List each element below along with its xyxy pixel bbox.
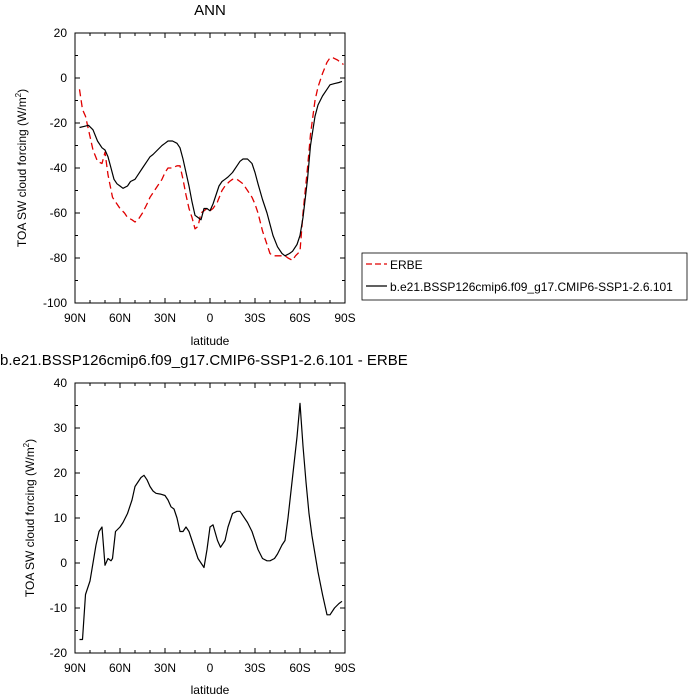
top-x-tick-label: 90N <box>64 311 86 325</box>
bottom-chart: b.e21.BSSP126cmip6.f09_g17.CMIP6-SSP1-2.… <box>0 352 408 697</box>
bottom-x-tick-label: 30N <box>154 661 176 675</box>
top-chart-y-label: TOA SW cloud forcing (W/m2) <box>14 89 29 247</box>
bottom-y-tick-label: 20 <box>54 466 68 480</box>
top-y-tick-label: -80 <box>50 251 68 265</box>
top-chart-y-ticks: -100 -80 -60 -40 -20 0 20 <box>43 26 345 310</box>
bottom-y-tick-label: -10 <box>50 601 68 615</box>
top-series-erbe-line <box>78 57 344 261</box>
top-x-tick-label: 0 <box>207 311 214 325</box>
top-chart: ANN 90N 60N 30N 0 30S 60S 90S -100 -80 -60 -40 -20… <box>14 2 356 348</box>
legend-box <box>361 252 688 301</box>
top-x-tick-label: 30S <box>244 311 265 325</box>
top-x-tick-label: 30N <box>154 311 176 325</box>
top-y-tick-label: -40 <box>50 161 68 175</box>
bottom-x-tick-label: 90S <box>334 661 355 675</box>
top-y-tick-label: 20 <box>54 26 68 40</box>
top-chart-plot <box>78 57 344 261</box>
bottom-chart-x-label: latitude <box>191 683 230 697</box>
bottom-x-tick-label: 0 <box>207 661 214 675</box>
bottom-y-tick-label: 0 <box>60 556 67 570</box>
top-y-tick-label: 0 <box>60 71 67 85</box>
bottom-y-tick-label: 10 <box>54 511 68 525</box>
bottom-chart-title: b.e21.BSSP126cmip6.f09_g17.CMIP6-SSP1-2.… <box>0 352 408 369</box>
bottom-chart-frame <box>74 382 346 654</box>
bottom-chart-y-ticks: -20 -10 0 10 20 30 40 <box>50 376 345 660</box>
bottom-series-difference-line <box>79 402 343 641</box>
bottom-x-tick-label: 90N <box>64 661 86 675</box>
bottom-chart-plot <box>79 402 343 641</box>
top-x-tick-label: 60N <box>109 311 131 325</box>
legend: ERBE b.e21.BSSP126cmip6.f09_g17.CMIP6-SS… <box>361 252 688 301</box>
top-chart-title: ANN <box>194 2 226 19</box>
bottom-y-tick-label: -20 <box>50 646 68 660</box>
bottom-y-tick-label: 40 <box>54 376 68 390</box>
legend-model-label: b.e21.BSSP126cmip6.f09_g17.CMIP6-SSP1-2.… <box>390 280 673 294</box>
top-x-tick-label: 60S <box>289 311 310 325</box>
top-y-tick-label: -60 <box>50 206 68 220</box>
top-chart-x-label: latitude <box>191 334 230 348</box>
bottom-chart-x-ticks: 90N 60N 30N 0 30S 60S 90S <box>64 383 356 675</box>
bottom-x-tick-label: 60S <box>289 661 310 675</box>
top-series-model-line <box>79 80 343 257</box>
bottom-x-tick-label: 30S <box>244 661 265 675</box>
top-chart-x-ticks: 90N 60N 30N 0 30S 60S 90S <box>64 33 356 325</box>
bottom-chart-y-label: TOA SW cloud forcing (W/m2) <box>22 439 37 597</box>
bottom-x-tick-label: 60N <box>109 661 131 675</box>
bottom-y-tick-label: 30 <box>54 421 68 435</box>
top-y-tick-label: -100 <box>43 296 67 310</box>
legend-erbe-label: ERBE <box>390 258 423 272</box>
top-chart-frame <box>74 32 346 304</box>
top-x-tick-label: 90S <box>334 311 355 325</box>
top-y-tick-label: -20 <box>50 116 68 130</box>
